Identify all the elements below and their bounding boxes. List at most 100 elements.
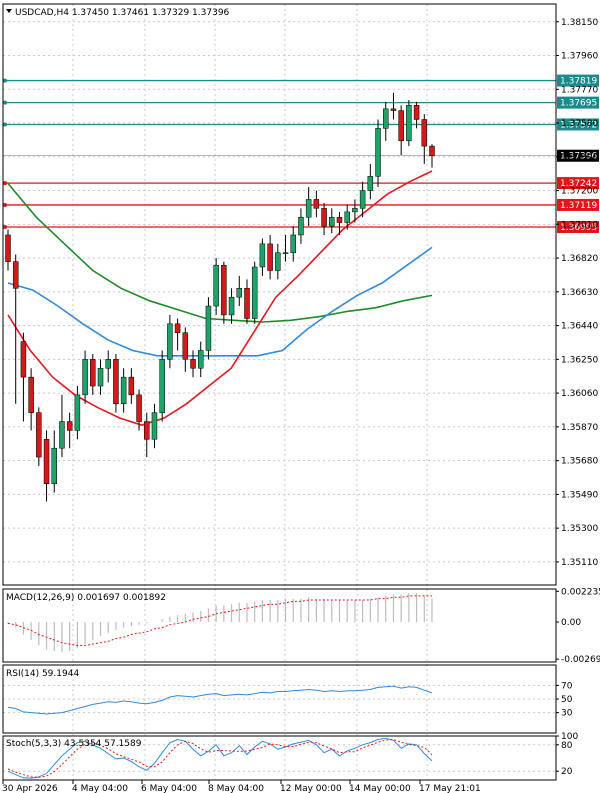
rsi-tick-label: 70 (561, 681, 573, 691)
panel-frame-rsi (2, 664, 557, 734)
candle-bear-body (136, 394, 142, 422)
candle-bear-body (390, 108, 397, 111)
rsi-panel: 70 50 30 (3, 681, 573, 719)
time-tick-label: 30 Apr 2026 (2, 784, 58, 793)
sma-slow-line (7, 182, 433, 323)
level-price-tag (557, 118, 599, 131)
rsi-panel-header: RSI(14) 59.1944 (6, 669, 79, 679)
time-tick-label: 4 May 04:00 (72, 784, 128, 793)
level-price-tag (557, 96, 599, 109)
candle-bear-body (336, 216, 343, 223)
panel-frame-stoch (2, 735, 557, 781)
candle-bear-body (113, 359, 119, 405)
price-axis: 1.38150 1.37960 1.37770 1.37580 1.37390 1.372… (556, 18, 598, 568)
macd-signal-line (7, 595, 432, 646)
price-tick-label: 1.36820 (561, 254, 598, 264)
candle-bull-body (329, 216, 335, 227)
candle-bear-body (90, 359, 96, 387)
candle-bear-body (144, 421, 150, 440)
candle-bull-body (375, 128, 381, 177)
candle-bear-body (190, 359, 196, 369)
candle-bull-body (228, 296, 235, 316)
price-tick-label: 1.36250 (561, 355, 598, 365)
level-anchor-dot (3, 100, 7, 105)
candle-bear-body (429, 145, 435, 156)
panel-frame-macd (2, 588, 557, 663)
macd-tick-label: -0.002691 (561, 655, 600, 665)
candle-bear-body (66, 421, 73, 431)
level-price-label: 1.36995 (560, 223, 597, 233)
candle-bull-body (197, 350, 204, 369)
candle-bear-body (174, 323, 181, 333)
candle-bull-body (120, 376, 127, 405)
stoch-main-line (7, 737, 433, 779)
price-tick-label: 1.35870 (561, 423, 598, 433)
level-price-label: 1.37572 (560, 120, 597, 130)
time-tick-label: 8 May 04:00 (208, 784, 264, 793)
level-price-label: 1.37695 (560, 99, 597, 109)
candle-bull-body (298, 216, 304, 236)
level-price-label: 1.37119 (560, 201, 597, 211)
panel-headers: USDCAD,H4 1.37450 1.37461 1.37329 1.3739… (6, 8, 230, 749)
level-price-tag (557, 198, 599, 211)
level-anchor-dot (3, 122, 7, 127)
stoch-panel-header: Stoch(5,3,3) 43.5354 57.1589 (6, 739, 142, 749)
stoch-tick-label: 80 (561, 741, 573, 751)
current-price-tag (557, 149, 599, 162)
candle-bull-body (367, 176, 374, 191)
candle-bear-body (398, 110, 404, 142)
price-tick-label: 1.38150 (561, 18, 598, 28)
price-tick-label: 1.37200 (561, 187, 598, 197)
level-anchor-dot (3, 202, 7, 207)
candle-bull-body (51, 447, 58, 484)
candle-bear-body (244, 288, 250, 319)
candle-bear-body (313, 199, 320, 209)
macd-panel-header: MACD(12,26,9) 0.001697 0.001892 (6, 593, 166, 603)
price-tick-label: 1.35490 (561, 490, 598, 500)
dropdown-triangle-icon (6, 9, 12, 13)
rsi-line (7, 685, 433, 715)
sma-fast-line (7, 170, 433, 426)
price-tick-label: 1.35680 (561, 457, 598, 467)
candle-bear-body (43, 439, 50, 484)
candle-bull-body (151, 412, 158, 440)
level-price-tag (557, 220, 599, 233)
rsi-tick-label: 50 (561, 695, 573, 705)
candle-bull-body (290, 234, 296, 253)
candle-bull-body (205, 305, 212, 351)
candle-bear-body (28, 376, 34, 413)
panel-frame-price (2, 3, 557, 586)
candle-bull-body (251, 266, 258, 319)
rsi-tick-label: 30 (561, 709, 573, 719)
price-tick-label: 1.37770 (561, 85, 598, 95)
candle-bull-body (74, 394, 81, 431)
price-tick-label: 1.37390 (561, 153, 598, 163)
grid (3, 4, 556, 780)
candle-bull-body (82, 359, 88, 396)
candle-bear-body (321, 208, 327, 227)
price-tick-label: 1.36440 (561, 322, 598, 332)
panel-frames (2, 3, 557, 781)
price-tick-label: 1.37580 (561, 119, 598, 129)
candle-bull-body (159, 359, 165, 413)
time-tick-label: 6 May 04:00 (141, 784, 197, 793)
stoch-tick-label: 100 (561, 732, 578, 742)
macd-panel: 0.002235 0.00 -0.002691 (7, 587, 600, 665)
sma-mid-line (7, 246, 433, 357)
level-price-tag (557, 177, 599, 190)
candle-bull-body (59, 421, 65, 449)
macd-tick-label: 0.002235 (561, 587, 600, 597)
level-anchor-dot (3, 78, 7, 83)
candle-bull-body (282, 252, 289, 254)
candle-bull-body (236, 288, 243, 298)
price-tick-label: 1.37010 (561, 220, 598, 230)
level-price-label: 1.37819 (560, 77, 597, 87)
candle-bull-body (275, 252, 281, 271)
time-axis: 30 Apr 2026 4 May 04:00 6 May 04:00 8 May 0… (2, 780, 481, 793)
candle-bull-body (167, 323, 173, 360)
candle-bull-body (259, 243, 266, 268)
price-tick-label: 1.35300 (561, 524, 598, 534)
candle-bear-body (182, 332, 189, 360)
candle-bull-body (344, 211, 350, 223)
